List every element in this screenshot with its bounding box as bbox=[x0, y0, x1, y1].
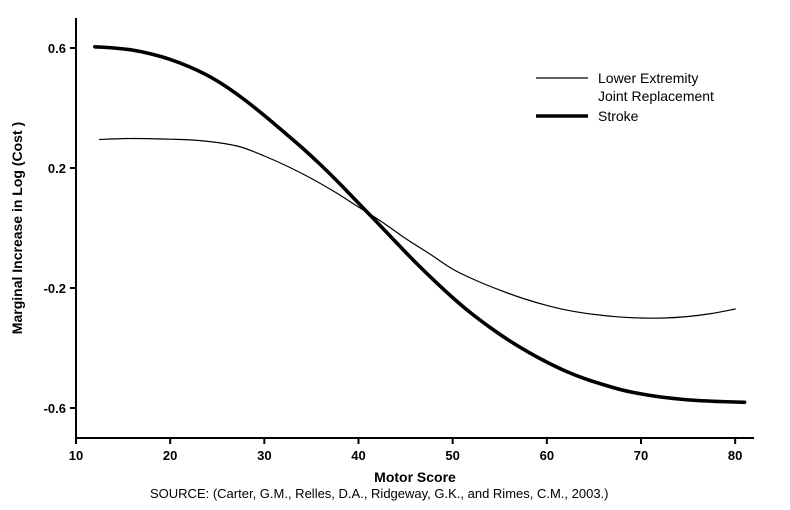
legend-label-lejr: Lower Extremity bbox=[598, 70, 698, 86]
line-chart: 10 20 30 40 50 60 70 80 -0.6 -0.2 0.2 0.6 Motor Scor… bbox=[0, 0, 790, 510]
x-tick-label: 20 bbox=[163, 448, 177, 463]
x-tick-label: 30 bbox=[257, 448, 271, 463]
x-tick-label: 80 bbox=[728, 448, 742, 463]
y-tick-label: -0.2 bbox=[44, 281, 66, 296]
y-tick-label: -0.6 bbox=[44, 401, 66, 416]
y-axis-label: Marginal Increase in Log (Cost ) bbox=[9, 122, 25, 334]
y-tick-label: 0.6 bbox=[48, 41, 66, 56]
legend-label-stroke: Stroke bbox=[598, 108, 639, 124]
x-tick-label: 60 bbox=[540, 448, 554, 463]
y-tick-label: 0.2 bbox=[48, 161, 66, 176]
chart-container: 10 20 30 40 50 60 70 80 -0.6 -0.2 0.2 0.6 Motor Scor… bbox=[0, 0, 790, 510]
x-tick-label: 50 bbox=[445, 448, 459, 463]
x-tick-label: 40 bbox=[351, 448, 365, 463]
x-tick-label: 70 bbox=[634, 448, 648, 463]
x-tick-label: 10 bbox=[69, 448, 83, 463]
x-axis-label: Motor Score bbox=[374, 469, 456, 485]
legend-label-lejr: Joint Replacement bbox=[598, 88, 714, 104]
source-citation: SOURCE: (Carter, G.M., Relles, D.A., Rid… bbox=[150, 486, 609, 501]
